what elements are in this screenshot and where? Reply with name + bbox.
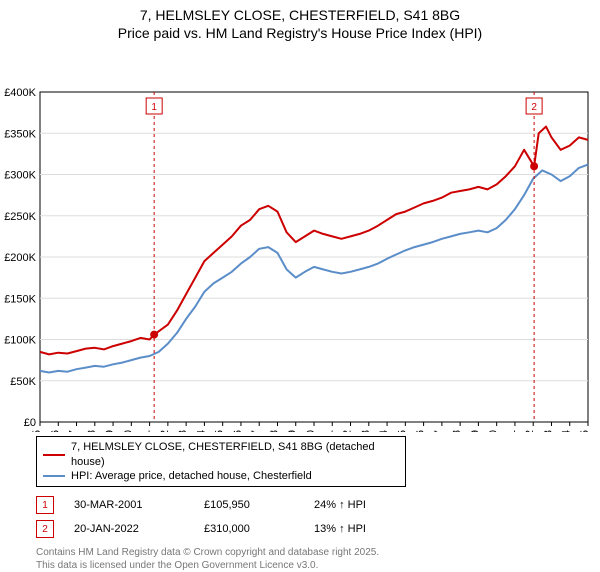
- svg-text:£50K: £50K: [10, 376, 36, 388]
- legend: 7, HELMSLEY CLOSE, CHESTERFIELD, S41 8BG…: [36, 436, 406, 487]
- svg-text:2008: 2008: [268, 430, 280, 432]
- svg-text:2020: 2020: [488, 430, 500, 432]
- svg-text:1996: 1996: [49, 430, 61, 432]
- svg-text:2024: 2024: [561, 430, 573, 432]
- svg-text:2: 2: [531, 102, 537, 113]
- svg-text:2005: 2005: [214, 430, 226, 432]
- svg-text:2002: 2002: [159, 430, 171, 432]
- svg-text:2016: 2016: [415, 430, 427, 432]
- svg-text:£250K: £250K: [4, 211, 36, 223]
- chart-title: 7, HELMSLEY CLOSE, CHESTERFIELD, S41 8BG…: [0, 0, 600, 42]
- line-chart: £0 £50K £100K £150K £200K £250K £300K £350K £400…: [0, 42, 600, 432]
- svg-text:£0: £0: [24, 417, 36, 429]
- svg-text:2006: 2006: [232, 430, 244, 432]
- legend-item: 7, HELMSLEY CLOSE, CHESTERFIELD, S41 8BG…: [43, 440, 399, 469]
- annotation-pct: 13% ↑ HPI: [314, 523, 414, 535]
- svg-text:2004: 2004: [195, 430, 207, 432]
- svg-text:£150K: £150K: [4, 294, 36, 306]
- svg-text:1997: 1997: [68, 430, 80, 432]
- svg-text:1995: 1995: [31, 430, 43, 432]
- legend-swatch: [43, 475, 65, 477]
- legend-item: HPI: Average price, detached house, Ches…: [43, 469, 399, 483]
- svg-text:2025: 2025: [579, 430, 591, 432]
- svg-text:2003: 2003: [177, 430, 189, 432]
- svg-text:2001: 2001: [141, 430, 153, 432]
- footer-line-1: Contains HM Land Registry data © Crown c…: [36, 547, 588, 560]
- svg-text:2012: 2012: [342, 430, 354, 432]
- svg-text:£100K: £100K: [4, 335, 36, 347]
- svg-text:£400K: £400K: [4, 87, 36, 99]
- svg-text:1: 1: [151, 102, 157, 113]
- svg-text:2000: 2000: [122, 430, 134, 432]
- svg-text:2015: 2015: [396, 430, 408, 432]
- annotation-price: £310,000: [204, 523, 294, 535]
- svg-text:2021: 2021: [506, 430, 518, 432]
- svg-text:2010: 2010: [305, 430, 317, 432]
- svg-text:1999: 1999: [104, 430, 116, 432]
- annotation-row: 1 30-MAR-2001 £105,950 24% ↑ HPI: [36, 493, 588, 517]
- title-line-1: 7, HELMSLEY CLOSE, CHESTERFIELD, S41 8BG: [0, 6, 600, 24]
- svg-text:2017: 2017: [433, 430, 445, 432]
- svg-text:2013: 2013: [360, 430, 372, 432]
- legend-label: 7, HELMSLEY CLOSE, CHESTERFIELD, S41 8BG…: [71, 440, 399, 469]
- annotation-price: £105,950: [204, 499, 294, 511]
- chart-area: £0 £50K £100K £150K £200K £250K £300K £350K £400…: [0, 42, 600, 432]
- annotation-table: 1 30-MAR-2001 £105,950 24% ↑ HPI 2 20-JA…: [36, 493, 588, 541]
- annotation-badge: 2: [36, 520, 54, 538]
- svg-text:2022: 2022: [524, 430, 536, 432]
- annotation-date: 30-MAR-2001: [74, 499, 184, 511]
- annotation-row: 2 20-JAN-2022 £310,000 13% ↑ HPI: [36, 517, 588, 541]
- svg-text:2019: 2019: [469, 430, 481, 432]
- svg-text:2018: 2018: [451, 430, 463, 432]
- legend-label: HPI: Average price, detached house, Ches…: [71, 469, 312, 483]
- annotation-date: 20-JAN-2022: [74, 523, 184, 535]
- svg-text:2009: 2009: [287, 430, 299, 432]
- svg-text:£200K: £200K: [4, 252, 36, 264]
- title-line-2: Price paid vs. HM Land Registry's House …: [0, 24, 600, 42]
- svg-text:£300K: £300K: [4, 170, 36, 182]
- svg-text:2014: 2014: [378, 430, 390, 432]
- annotation-badge: 1: [36, 496, 54, 514]
- footer-line-2: This data is licensed under the Open Gov…: [36, 560, 588, 572]
- svg-text:£350K: £350K: [4, 129, 36, 141]
- svg-text:2007: 2007: [250, 430, 262, 432]
- svg-text:2011: 2011: [323, 430, 335, 432]
- legend-swatch: [43, 454, 65, 456]
- svg-text:1998: 1998: [86, 430, 98, 432]
- annotation-pct: 24% ↑ HPI: [314, 499, 414, 511]
- svg-text:2023: 2023: [542, 430, 554, 432]
